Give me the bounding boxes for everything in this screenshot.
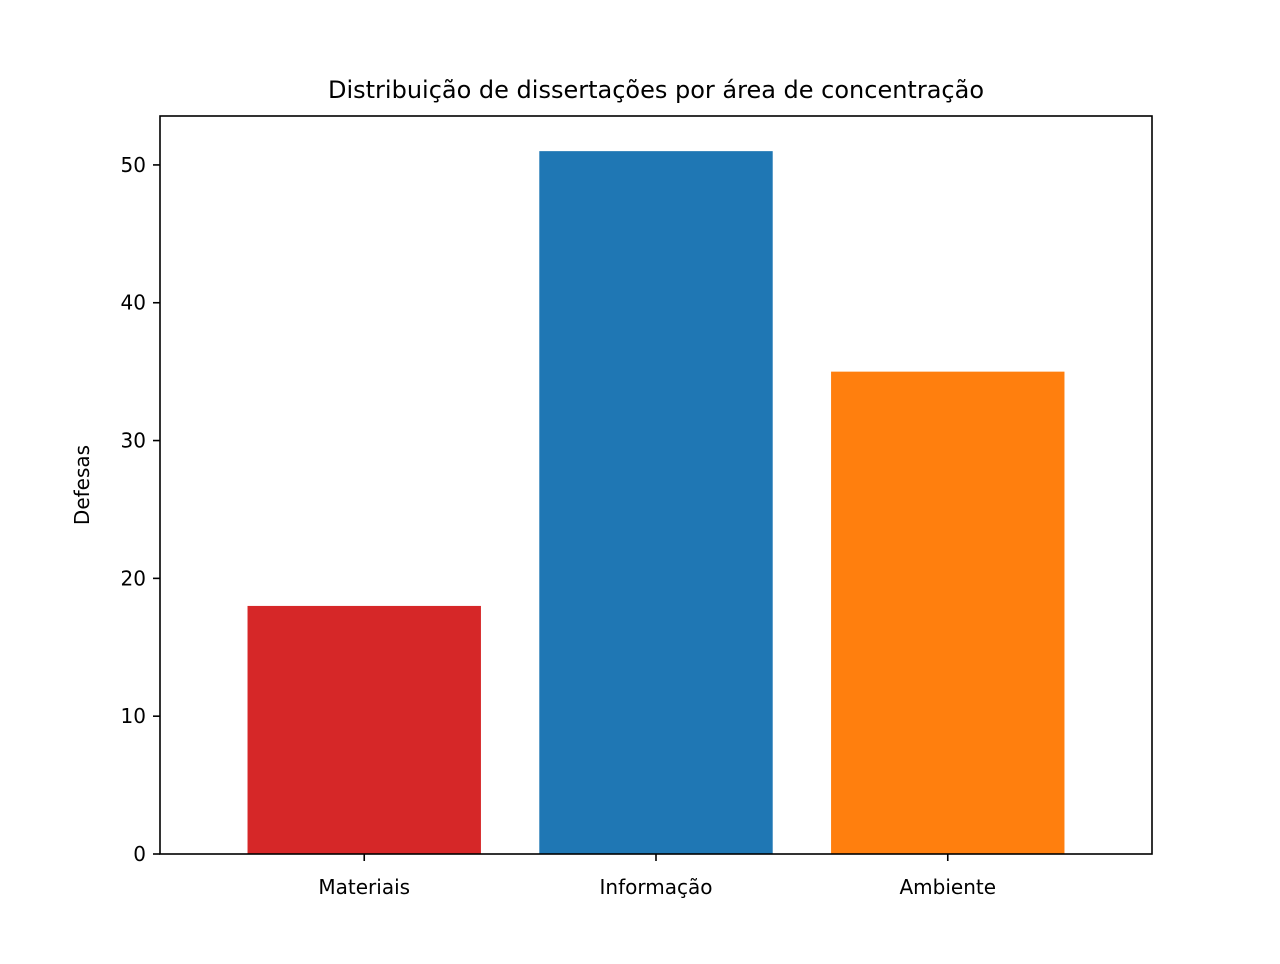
bar-1 bbox=[539, 151, 773, 855]
y-tick-label: 20 bbox=[121, 566, 146, 590]
y-axis-ticks: 0 10 20 30 40 50 bbox=[121, 153, 160, 866]
x-tick-label: Ambiente bbox=[899, 875, 996, 899]
x-axis-ticks: Materiais Informação Ambiente bbox=[318, 854, 996, 899]
y-tick-label: 0 bbox=[133, 842, 146, 866]
bars bbox=[247, 151, 1065, 855]
y-tick-label: 50 bbox=[121, 153, 146, 177]
y-tick-label: 40 bbox=[121, 291, 146, 315]
bar-2 bbox=[831, 371, 1065, 854]
y-tick-label: 10 bbox=[121, 704, 146, 728]
x-tick-label: Informação bbox=[600, 875, 713, 899]
chart-title: Distribuição de dissertações por área de… bbox=[328, 76, 984, 104]
y-tick-label: 30 bbox=[121, 429, 146, 453]
x-tick-label: Materiais bbox=[318, 875, 410, 899]
y-axis-label: Defesas bbox=[70, 445, 94, 525]
plot-frame bbox=[159, 115, 1153, 855]
bar-0 bbox=[247, 605, 481, 854]
